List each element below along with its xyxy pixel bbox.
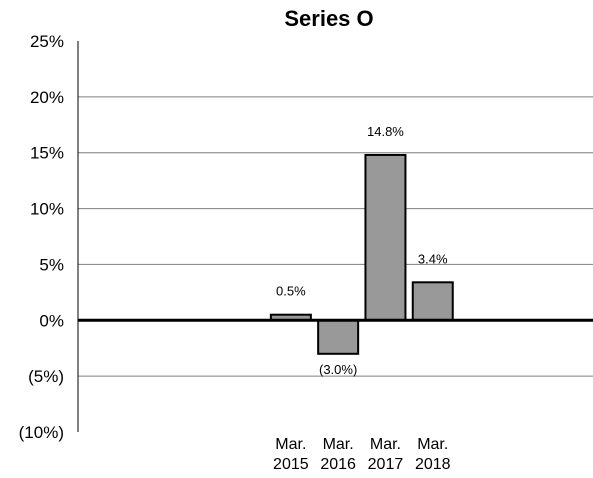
x-tick-label: 2018 xyxy=(415,456,451,473)
chart-title: Series O xyxy=(284,6,373,31)
data-label: 14.8% xyxy=(367,124,404,139)
axes xyxy=(77,41,593,432)
y-tick-label: (5%) xyxy=(28,367,64,386)
x-tick-label: Mar. xyxy=(323,436,354,453)
bar xyxy=(411,281,454,322)
bar xyxy=(317,319,360,355)
x-tick-label: 2015 xyxy=(273,456,309,473)
data-label: 0.5% xyxy=(276,284,306,299)
x-tick-label: 2017 xyxy=(368,456,404,473)
y-tick-label: 20% xyxy=(30,88,64,107)
x-tick-label: Mar. xyxy=(275,436,306,453)
x-tick-label: Mar. xyxy=(417,436,448,453)
y-tick-label: 25% xyxy=(30,32,64,51)
y-tick-label: 10% xyxy=(30,200,64,219)
y-tick-label: 5% xyxy=(39,255,64,274)
data-label: (3.0%) xyxy=(319,362,357,377)
y-tick-label: 0% xyxy=(39,311,64,330)
data-labels: 0.5% (3.0%) 14.8% 3.4% xyxy=(276,124,448,377)
y-tick-label: 15% xyxy=(30,144,64,163)
y-tick-label: (10%) xyxy=(19,423,64,442)
gridlines xyxy=(78,96,593,377)
bars xyxy=(269,153,454,355)
data-label: 3.4% xyxy=(418,251,448,266)
bar xyxy=(364,153,407,322)
x-tick-label: Mar. xyxy=(370,436,401,453)
y-axis-tick-labels: 25% 20% 15% 10% 5% 0% (5%) (10%) xyxy=(19,32,64,442)
x-axis-tick-labels: Mar. 2015 Mar. 2016 Mar. 2017 Mar. 2018 xyxy=(273,436,451,473)
x-tick-label: 2016 xyxy=(320,456,356,473)
